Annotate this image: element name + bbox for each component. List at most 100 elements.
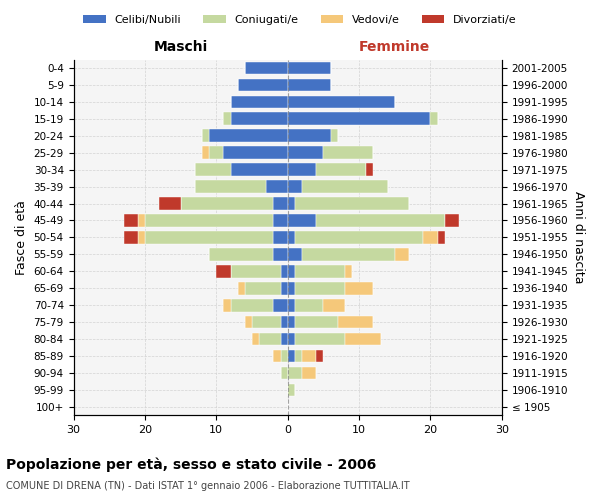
Bar <box>287 299 295 312</box>
Text: Popolazione per età, sesso e stato civile - 2006: Popolazione per età, sesso e stato civil… <box>6 458 376 472</box>
Bar <box>230 299 274 312</box>
Bar <box>287 164 316 176</box>
Bar <box>287 384 295 396</box>
Bar <box>316 164 366 176</box>
Bar <box>238 282 245 294</box>
Bar <box>287 282 295 294</box>
Bar <box>287 130 331 142</box>
Bar <box>287 231 295 243</box>
Y-axis label: Fasce di età: Fasce di età <box>15 200 28 275</box>
Bar <box>281 282 287 294</box>
Bar <box>281 350 287 362</box>
Bar <box>302 366 316 380</box>
Bar <box>287 316 295 328</box>
Bar <box>345 265 352 278</box>
Bar <box>274 248 287 260</box>
Bar <box>287 146 323 159</box>
Bar <box>338 316 373 328</box>
Text: Maschi: Maschi <box>154 40 208 54</box>
Bar <box>274 197 287 210</box>
Bar <box>430 112 437 125</box>
Bar <box>302 248 395 260</box>
Bar <box>281 316 287 328</box>
Bar <box>295 282 345 294</box>
Bar <box>138 231 145 243</box>
Bar <box>287 62 331 74</box>
Bar <box>274 350 281 362</box>
Bar <box>445 214 459 227</box>
Bar <box>287 112 430 125</box>
Bar <box>181 197 274 210</box>
Bar <box>302 180 388 193</box>
Bar <box>323 146 373 159</box>
Bar <box>287 180 302 193</box>
Bar <box>287 332 295 345</box>
Bar <box>295 332 345 345</box>
Bar <box>274 231 287 243</box>
Bar <box>274 214 287 227</box>
Bar <box>287 78 331 92</box>
Bar <box>281 265 287 278</box>
Bar <box>437 231 445 243</box>
Bar <box>345 282 373 294</box>
Bar <box>287 197 295 210</box>
Bar <box>295 231 424 243</box>
Bar <box>287 214 316 227</box>
Bar <box>302 350 316 362</box>
Bar <box>230 164 287 176</box>
Bar <box>245 282 281 294</box>
Bar <box>223 299 230 312</box>
Bar <box>230 265 281 278</box>
Bar <box>145 231 274 243</box>
Bar <box>238 78 287 92</box>
Bar <box>138 214 145 227</box>
Bar <box>424 231 437 243</box>
Bar <box>195 164 230 176</box>
Bar <box>295 197 409 210</box>
Bar <box>124 214 138 227</box>
Bar <box>274 299 287 312</box>
Bar <box>202 130 209 142</box>
Bar <box>230 96 287 108</box>
Bar <box>395 248 409 260</box>
Bar <box>217 265 230 278</box>
Bar <box>295 299 323 312</box>
Y-axis label: Anni di nascita: Anni di nascita <box>572 191 585 284</box>
Bar <box>295 265 345 278</box>
Bar <box>295 350 302 362</box>
Bar <box>124 231 138 243</box>
Bar <box>145 214 274 227</box>
Bar <box>316 350 323 362</box>
Bar <box>209 248 274 260</box>
Bar <box>252 316 281 328</box>
Bar <box>223 146 287 159</box>
Text: Femmine: Femmine <box>359 40 430 54</box>
Bar <box>316 214 445 227</box>
Bar <box>287 265 295 278</box>
Bar <box>245 316 252 328</box>
Bar <box>331 130 338 142</box>
Bar <box>259 332 281 345</box>
Bar <box>202 146 209 159</box>
Bar <box>287 248 302 260</box>
Bar <box>230 112 287 125</box>
Bar <box>209 130 287 142</box>
Bar <box>281 332 287 345</box>
Text: COMUNE DI DRENA (TN) - Dati ISTAT 1° gennaio 2006 - Elaborazione TUTTITALIA.IT: COMUNE DI DRENA (TN) - Dati ISTAT 1° gen… <box>6 481 410 491</box>
Bar <box>345 332 380 345</box>
Bar <box>323 299 345 312</box>
Bar <box>287 366 302 380</box>
Bar <box>287 96 395 108</box>
Bar <box>159 197 181 210</box>
Bar <box>366 164 373 176</box>
Bar <box>287 350 295 362</box>
Bar <box>223 112 230 125</box>
Bar <box>252 332 259 345</box>
Bar <box>245 62 287 74</box>
Bar <box>266 180 287 193</box>
Bar <box>295 316 338 328</box>
Legend: Celibi/Nubili, Coniugati/e, Vedovi/e, Divorziati/e: Celibi/Nubili, Coniugati/e, Vedovi/e, Di… <box>79 10 521 29</box>
Bar <box>281 366 287 380</box>
Bar <box>209 146 223 159</box>
Bar <box>195 180 266 193</box>
